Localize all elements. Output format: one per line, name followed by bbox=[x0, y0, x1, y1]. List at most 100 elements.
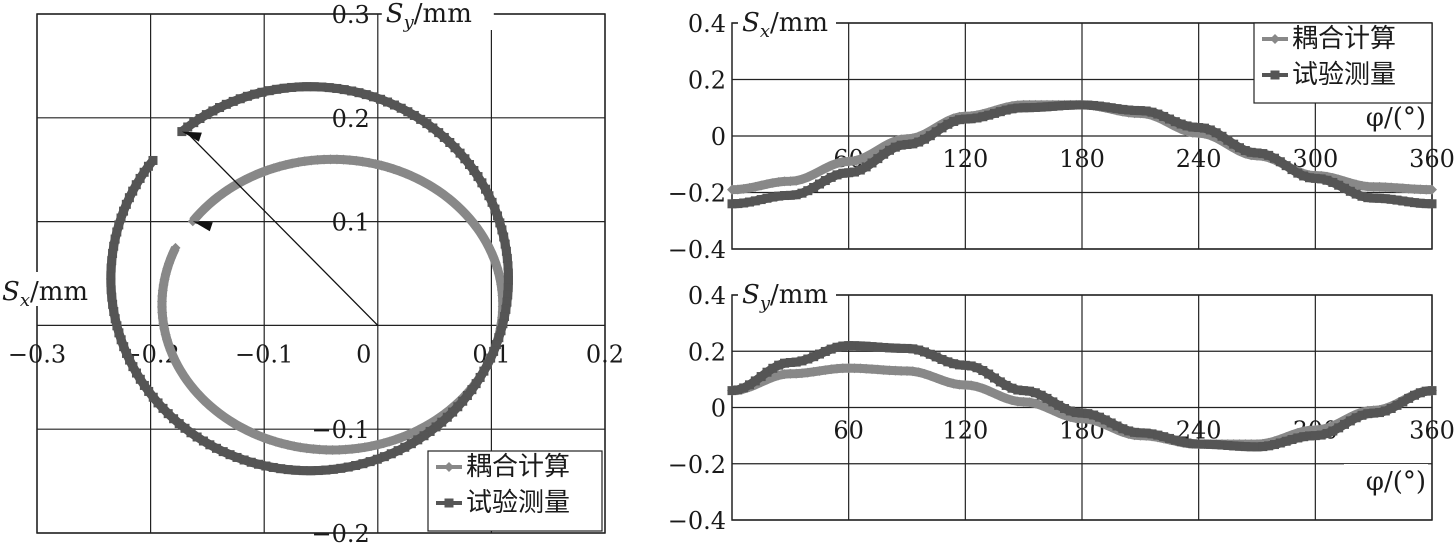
data-point bbox=[902, 365, 912, 376]
data-point bbox=[768, 192, 778, 202]
axis-unit: /mm bbox=[30, 277, 88, 307]
data-point bbox=[1299, 171, 1309, 181]
data-point bbox=[1386, 194, 1396, 204]
data-point bbox=[867, 364, 877, 375]
data-point bbox=[198, 436, 208, 446]
title-mask bbox=[0, 272, 100, 306]
data-point bbox=[283, 465, 293, 475]
axis-unit: /mm bbox=[770, 280, 828, 310]
data-point bbox=[475, 372, 485, 382]
data-point bbox=[135, 173, 145, 183]
data-point bbox=[779, 369, 790, 380]
data-point bbox=[319, 154, 330, 165]
data-point bbox=[850, 341, 859, 351]
data-point bbox=[733, 199, 743, 209]
data-point bbox=[467, 385, 477, 395]
data-point bbox=[1200, 123, 1209, 133]
data-point bbox=[1130, 105, 1139, 115]
legend-marker bbox=[444, 498, 454, 508]
data-point bbox=[1270, 440, 1279, 450]
data-point bbox=[1170, 435, 1180, 445]
data-point bbox=[321, 444, 332, 455]
data-point bbox=[1369, 408, 1379, 418]
data-point bbox=[458, 396, 468, 406]
data-point bbox=[489, 346, 499, 356]
data-point bbox=[1159, 111, 1169, 121]
data-point bbox=[1135, 428, 1145, 438]
data-point bbox=[344, 155, 355, 166]
data-point bbox=[174, 419, 184, 429]
data-point bbox=[1018, 396, 1029, 407]
data-point bbox=[902, 343, 912, 353]
data-point bbox=[1118, 424, 1128, 434]
legend-label: 耦合计算 bbox=[466, 452, 570, 482]
data-point bbox=[1240, 442, 1250, 452]
data-point bbox=[386, 449, 396, 459]
y-tick-label: −0.4 bbox=[668, 236, 726, 264]
data-point bbox=[393, 446, 403, 456]
data-point bbox=[1188, 439, 1198, 449]
data-point bbox=[366, 441, 377, 452]
data-point bbox=[1240, 146, 1250, 156]
data-point bbox=[780, 191, 789, 201]
data-point bbox=[1398, 397, 1408, 407]
data-point bbox=[1281, 161, 1291, 171]
data-point bbox=[261, 461, 271, 471]
data-point bbox=[1100, 102, 1110, 112]
data-point bbox=[469, 165, 479, 175]
data-point bbox=[487, 197, 497, 207]
data-point bbox=[442, 412, 452, 422]
data-point bbox=[484, 191, 494, 201]
data-point bbox=[298, 466, 308, 476]
data-point bbox=[780, 358, 789, 368]
data-point bbox=[1403, 183, 1414, 194]
title-mask bbox=[738, 9, 836, 39]
data-point bbox=[843, 156, 854, 167]
data-point bbox=[1404, 393, 1414, 403]
data-point bbox=[820, 176, 830, 186]
x-tick-label: 0 bbox=[356, 340, 371, 368]
data-point bbox=[295, 442, 306, 453]
data-point bbox=[1060, 101, 1069, 111]
data-point bbox=[1025, 103, 1034, 113]
data-point bbox=[389, 100, 399, 110]
data-point bbox=[978, 112, 988, 122]
data-point bbox=[497, 225, 507, 235]
data-point bbox=[276, 464, 286, 474]
data-point bbox=[890, 343, 900, 353]
data-point bbox=[785, 190, 795, 200]
data-point bbox=[1182, 438, 1192, 448]
data-point bbox=[1205, 125, 1215, 135]
y-tick-label: −0.4 bbox=[668, 507, 726, 535]
data-point bbox=[1415, 198, 1425, 208]
data-point bbox=[157, 307, 168, 318]
data-point bbox=[931, 127, 941, 137]
data-point bbox=[1362, 181, 1373, 192]
data-point bbox=[1124, 105, 1134, 115]
data-point bbox=[455, 148, 465, 158]
data-point bbox=[1363, 193, 1373, 203]
data-point bbox=[750, 196, 760, 206]
data-point bbox=[745, 380, 754, 390]
data-point bbox=[486, 353, 496, 363]
y-tick-label: −0.2 bbox=[668, 451, 726, 479]
data-point bbox=[861, 341, 871, 351]
data-point bbox=[809, 352, 819, 362]
data-point bbox=[1089, 100, 1099, 110]
y-tick-label: 0.4 bbox=[688, 282, 726, 310]
data-point bbox=[826, 364, 837, 375]
data-point bbox=[1211, 128, 1221, 138]
y-axis-title: Sy/mm bbox=[742, 280, 828, 314]
data-point bbox=[482, 360, 492, 370]
data-point bbox=[990, 108, 999, 118]
data-point bbox=[1077, 408, 1087, 418]
data-point bbox=[1392, 182, 1402, 193]
data-point bbox=[139, 380, 149, 390]
data-point bbox=[896, 365, 907, 376]
data-point bbox=[1392, 195, 1402, 205]
data-point bbox=[306, 155, 317, 166]
data-point bbox=[820, 346, 830, 356]
data-point bbox=[756, 372, 766, 382]
